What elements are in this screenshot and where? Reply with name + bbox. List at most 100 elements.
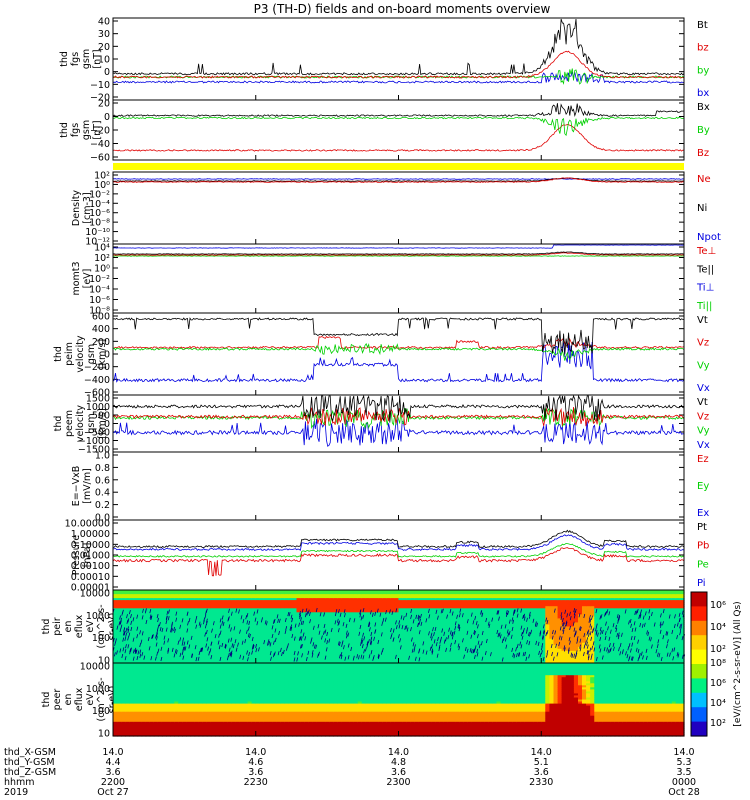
- heatmap-cell: [219, 624, 224, 628]
- heatmap-cell: [235, 650, 241, 654]
- heatmap-cell: [259, 590, 265, 593]
- figure-title: P3 (TH-D) fields and on-board moments ov…: [254, 2, 551, 16]
- heatmap-cell: [113, 624, 118, 628]
- heatmap-cell: [268, 634, 273, 638]
- heatmap-cell: [272, 592, 277, 595]
- heatmap-cell: [312, 614, 318, 617]
- heatmap-cell: [341, 640, 347, 644]
- heatmap-cell: [602, 598, 608, 601]
- heatmap-cell: [467, 624, 473, 628]
- heatmap-cell: [296, 614, 302, 617]
- heatmap-cell: [210, 634, 216, 638]
- heatmap-cell: [406, 592, 412, 595]
- heatmap-cell: [451, 628, 457, 632]
- heatmap-cell: [141, 632, 147, 636]
- heatmap-cell: [496, 656, 502, 660]
- y-axis-label: velocity: [75, 405, 86, 443]
- heatmap-cell: [198, 640, 204, 644]
- heatmap-cell: [341, 618, 347, 621]
- heatmap-cell: [569, 616, 575, 619]
- heatmap-cell: [631, 610, 636, 613]
- heatmap-cell: [439, 604, 444, 607]
- heatmap-cell: [263, 622, 269, 625]
- heatmap-cell: [117, 646, 122, 650]
- heatmap-cell: [153, 640, 159, 644]
- heatmap-cell: [586, 644, 591, 648]
- heatmap-cell: [561, 628, 567, 632]
- heatmap-cell: [398, 624, 404, 628]
- heatmap-cell: [582, 608, 587, 611]
- heatmap-cell: [480, 654, 485, 658]
- heatmap-cell: [137, 604, 143, 607]
- heatmap-cell: [333, 628, 338, 632]
- heatmap-cell: [157, 630, 163, 634]
- heatmap-cell: [186, 640, 192, 644]
- heatmap-cell: [325, 620, 330, 623]
- heatmap-cell: [553, 636, 559, 640]
- heatmap-cell: [113, 596, 118, 599]
- heatmap-cell: [276, 638, 281, 642]
- heatmap-cell: [463, 648, 469, 652]
- y-tick-label: 100: [92, 633, 110, 644]
- heatmap-cell: [553, 618, 559, 621]
- heatmap-cell: [455, 594, 461, 597]
- y-tick-label: 0.4: [95, 488, 110, 499]
- legend-bz: bz: [697, 43, 709, 54]
- heatmap-cell: [471, 620, 477, 623]
- heatmap-cell: [626, 661, 632, 664]
- heatmap-cell: [529, 632, 534, 636]
- heatmap-cell: [533, 650, 538, 654]
- heatmap-cell: [198, 628, 204, 632]
- heatmap-cell: [312, 636, 318, 640]
- heatmap-cell: [427, 636, 432, 640]
- heatmap-cell: [353, 630, 359, 634]
- heatmap-cell: [573, 640, 579, 644]
- heatmap-cell: [508, 640, 514, 644]
- heatmap-cell: [480, 598, 485, 601]
- heatmap-cell: [423, 622, 428, 625]
- heatmap-cell: [586, 624, 591, 628]
- heatmap-cell: [329, 644, 334, 648]
- heatmap-cell: [149, 654, 155, 658]
- heatmap-cell: [374, 598, 379, 601]
- heatmap-cell: [427, 610, 432, 613]
- heatmap-cell: [414, 626, 420, 630]
- heatmap-cell: [113, 612, 118, 615]
- heatmap-cell: [626, 626, 632, 630]
- heatmap-cell: [117, 606, 122, 609]
- heatmap-cell: [410, 634, 416, 638]
- heatmap-cell: [382, 628, 387, 632]
- heatmap-cell: [357, 640, 363, 644]
- y-tick-label: 1500: [86, 394, 110, 405]
- heatmap-cell: [137, 600, 143, 603]
- heatmap-cell: [398, 622, 404, 625]
- heatmap-cell: [635, 650, 640, 654]
- heatmap-cell: [529, 644, 534, 648]
- heatmap-cell: [255, 642, 261, 646]
- heatmap-cell: [312, 658, 318, 662]
- heatmap-cell: [573, 612, 579, 615]
- heatmap-cell: [386, 656, 391, 660]
- heatmap-cell: [149, 590, 155, 593]
- heatmap-cell: [423, 648, 428, 652]
- heatmap-cell: [239, 654, 245, 658]
- heatmap-cell: [353, 614, 359, 617]
- heatmap-cell: [410, 600, 416, 603]
- heatmap-cell: [210, 590, 216, 593]
- heatmap-cell: [190, 624, 196, 628]
- heatmap-cell: [533, 618, 538, 621]
- heatmap-cell: [206, 654, 212, 658]
- heatmap-cell: [365, 622, 371, 625]
- heatmap-cell: [312, 590, 318, 593]
- heatmap-cell: [459, 592, 465, 595]
- heatmap-cell: [378, 594, 383, 597]
- heatmap-cell: [590, 640, 595, 644]
- heatmap-cell: [263, 608, 269, 611]
- heatmap-cell: [300, 628, 306, 632]
- heatmap-cell: [190, 658, 196, 662]
- heatmap-cell: [312, 592, 318, 595]
- heatmap-cell: [288, 661, 294, 664]
- heatmap-cell: [553, 608, 559, 611]
- heatmap-cell: [357, 658, 363, 662]
- heatmap-cell: [113, 646, 118, 650]
